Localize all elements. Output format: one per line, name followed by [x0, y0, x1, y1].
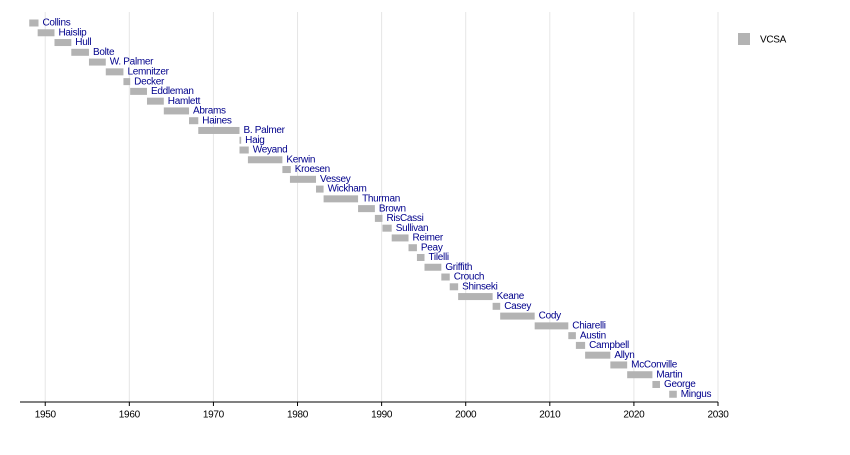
bar [146, 97, 164, 105]
bar [424, 263, 442, 271]
bar-label: Allyn [614, 350, 634, 361]
bar [492, 302, 501, 310]
bar-label: Bolte [93, 47, 115, 58]
bar [289, 175, 317, 183]
bar-label: Martin [656, 369, 682, 380]
bar-label: Campbell [589, 340, 629, 351]
bar [323, 195, 359, 203]
bar-label: McConville [631, 360, 678, 371]
bar [458, 293, 493, 301]
bar-label: Wickham [328, 184, 367, 195]
bar-label: Tilelli [429, 252, 449, 263]
bar-label: Vessey [320, 174, 351, 185]
bar-label: Peay [421, 242, 443, 253]
bar-label: Haig [245, 135, 264, 146]
x-tick-label: 1980 [287, 410, 309, 421]
bar [500, 312, 535, 320]
bar [652, 380, 660, 388]
bar-label: Casey [504, 301, 531, 312]
bar [374, 214, 383, 222]
bar [130, 87, 147, 95]
bar-label: Keane [497, 291, 525, 302]
bar [449, 283, 459, 291]
bar [391, 234, 409, 242]
bar [568, 332, 576, 340]
bar [239, 136, 242, 144]
bar-label: Chiarelli [572, 321, 606, 332]
x-tick-label: 1950 [35, 410, 57, 421]
bar-label: Eddleman [151, 86, 194, 97]
bar-label: Kroesen [295, 164, 330, 175]
bar [163, 107, 190, 115]
bar [247, 156, 283, 164]
bar-label: W. Palmer [110, 57, 154, 68]
bar [575, 341, 586, 349]
bar [54, 39, 72, 47]
bar [441, 273, 450, 281]
bar-label: Haislip [58, 27, 87, 38]
bar-label: Weyand [253, 145, 288, 156]
bar [71, 48, 89, 56]
x-tick-label: 2030 [707, 410, 729, 421]
bar [627, 371, 653, 379]
bar [610, 361, 628, 369]
bar-label: Kerwin [286, 154, 315, 165]
bar-label: Hull [75, 37, 91, 48]
bar-label: Austin [580, 330, 606, 341]
bar-label: Haines [202, 115, 232, 126]
x-tick-label: 2010 [539, 410, 561, 421]
bar-label: Brown [379, 203, 406, 214]
bar-label: Hamlett [168, 96, 201, 107]
bar-label: Cody [539, 311, 561, 322]
bar-label: George [664, 379, 696, 390]
x-tick-label: 2020 [623, 410, 645, 421]
bar [534, 322, 569, 330]
bar [88, 58, 106, 66]
legend-swatch [738, 33, 750, 45]
bar-label: B. Palmer [243, 125, 285, 136]
bar-label: Lemnitzer [127, 66, 169, 77]
bar-label: Collins [43, 18, 71, 29]
bar-label: Thurman [362, 194, 400, 205]
bar [105, 68, 124, 76]
bar [416, 253, 425, 261]
x-tick-label: 2000 [455, 410, 477, 421]
bar [189, 117, 199, 125]
bar-label: Decker [134, 76, 165, 87]
bar [37, 29, 55, 37]
x-tick-label: 1960 [119, 410, 141, 421]
bar [282, 166, 291, 174]
bar [239, 146, 249, 154]
bar [123, 78, 131, 86]
bar-label: Griffith [445, 262, 472, 273]
bar [29, 19, 39, 27]
bar-label: Shinseki [462, 281, 497, 292]
bar-label: Sullivan [396, 223, 429, 234]
bar [408, 244, 417, 252]
bar-label: Reimer [413, 233, 444, 244]
bar-label: Mingus [681, 389, 712, 400]
bar [669, 390, 677, 398]
bar [316, 185, 324, 193]
legend-label: VCSA [760, 35, 787, 46]
bar [585, 351, 611, 359]
bar [198, 126, 240, 134]
x-tick-label: 1970 [203, 410, 225, 421]
bar [382, 224, 392, 232]
x-tick-label: 1990 [371, 410, 393, 421]
bar-label: Abrams [193, 106, 226, 117]
bar-label: Crouch [454, 272, 484, 283]
bar-label: RisCassi [386, 213, 423, 224]
bar [358, 205, 375, 213]
